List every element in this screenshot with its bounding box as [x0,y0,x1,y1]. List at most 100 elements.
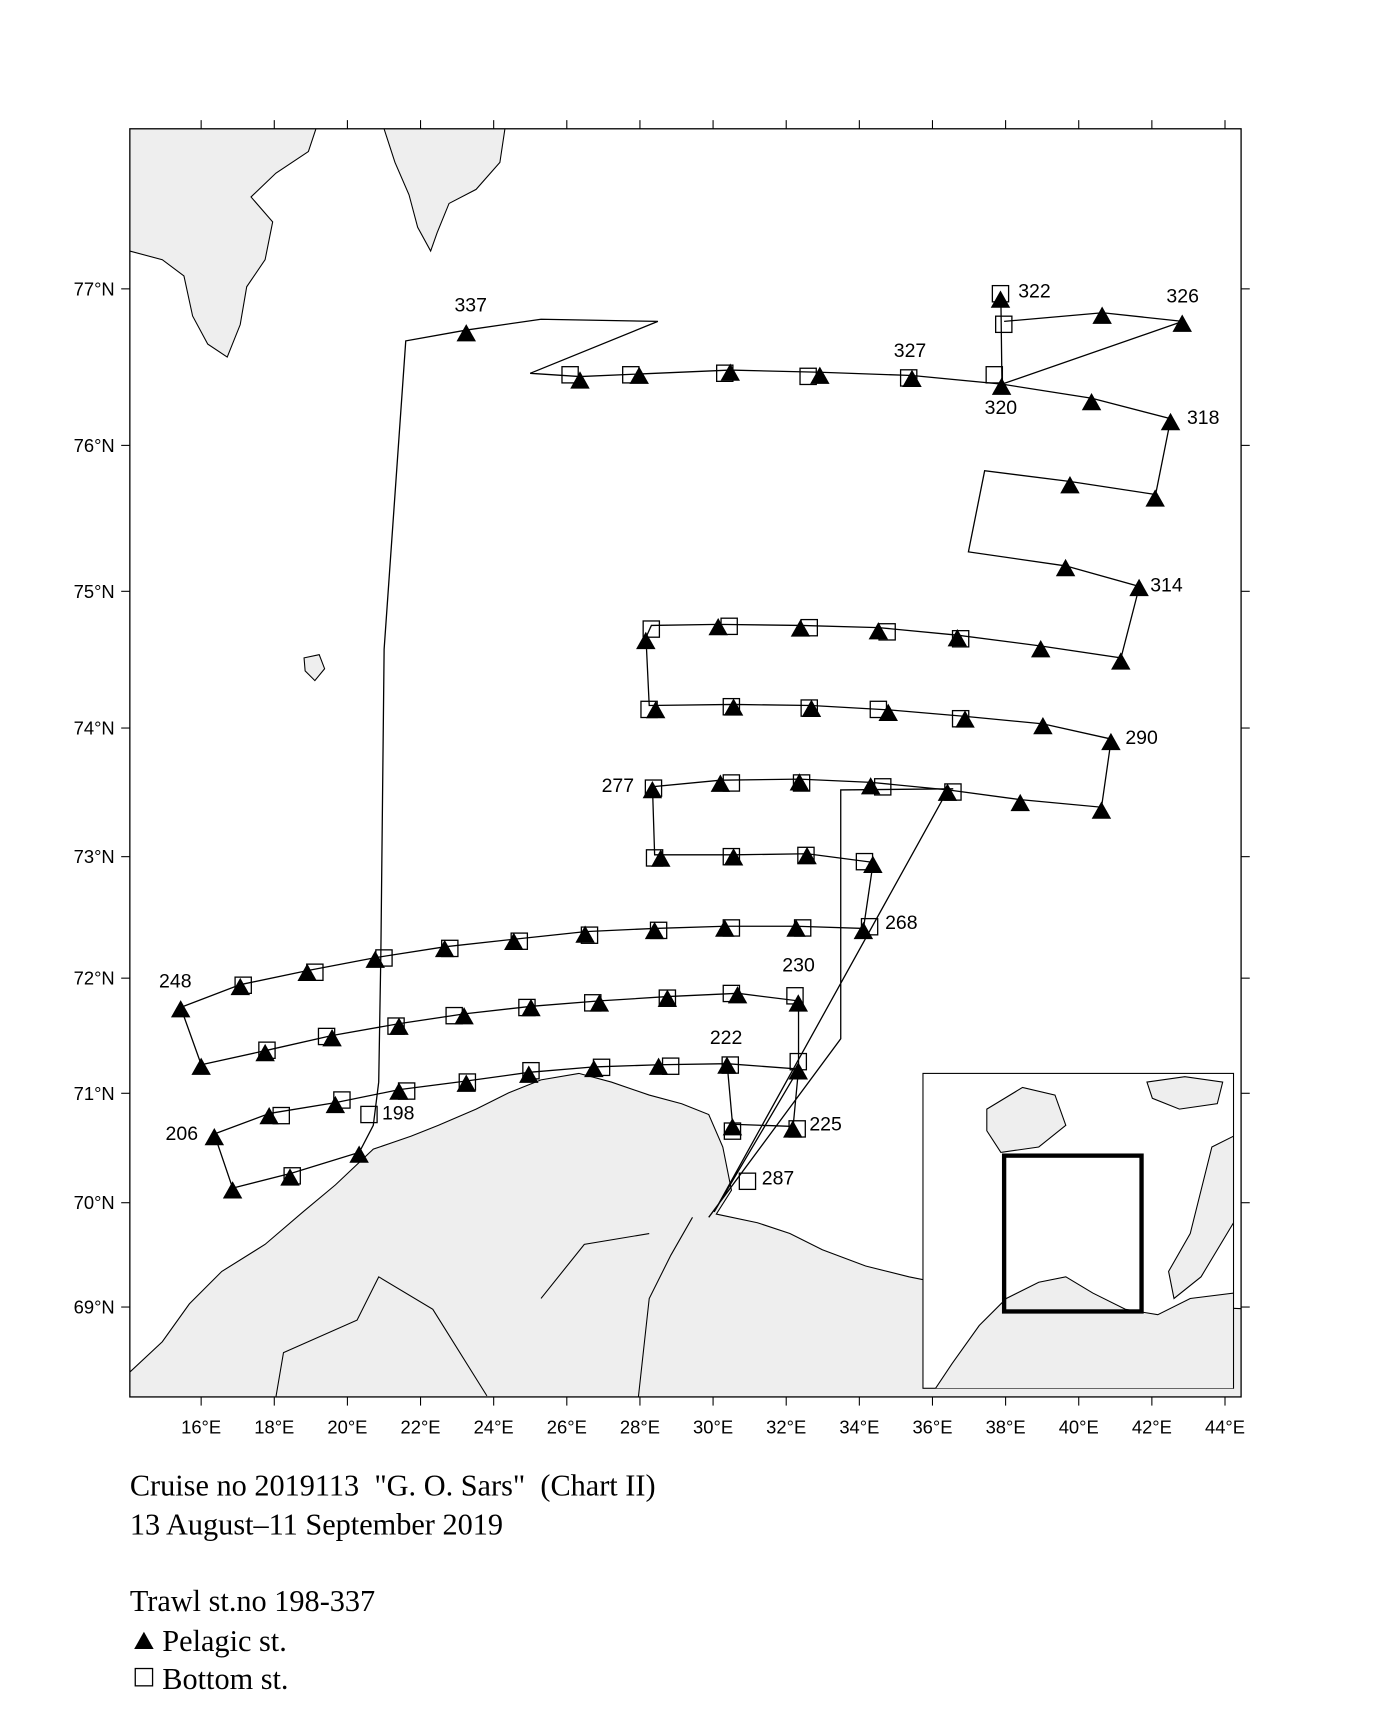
station-label: 287 [762,1168,794,1190]
x-tick-label: 18°E [254,1417,294,1438]
pelagic-station [629,366,649,384]
pelagic-station [1111,652,1131,670]
map-frame [129,128,1242,1398]
pelagic-station [853,921,874,940]
pelagic-station [259,1106,279,1125]
pelagic-station [365,950,385,968]
pelagic-station [325,1095,346,1114]
pelagic-station [801,699,822,717]
pelagic-station [648,1057,669,1075]
pelagic-station [722,1118,743,1136]
pelagic-station [1030,640,1051,658]
pelagic-station [589,994,610,1012]
station-label: 277 [602,775,634,797]
svalbard [129,128,317,358]
pelagic-station [947,629,968,647]
pelagic-station [504,932,524,950]
pelagic-station [1060,476,1080,494]
x-tick-label: 28°E [620,1417,660,1438]
y-tick-label: 74°N [74,718,115,739]
pelagic-station [222,1181,243,1199]
pelagic-station [863,855,883,873]
pelagic-station [715,919,735,937]
pelagic-station [1172,314,1192,332]
pelagic-station [708,617,728,636]
caption-dates: 13 August–11 September 2019 [130,1507,503,1541]
pelagic-station [710,774,731,792]
station-label: 314 [1150,575,1183,597]
pelagic-station [1091,801,1112,819]
legend-bottom-symbol [134,1667,154,1687]
station-label: 222 [710,1027,742,1049]
pelagic-station [389,1017,409,1035]
pelagic-station [280,1168,300,1186]
pelagic-station [1010,793,1030,812]
pelagic-station [170,1000,191,1018]
pelagic-station [790,619,811,637]
pelagic-station [788,1062,809,1080]
pelagic-station [717,1056,737,1074]
pelagic-station [937,783,958,801]
pelagic-station [255,1043,275,1062]
legend-pelagic-symbol [134,1631,154,1650]
station-label: 206 [166,1123,198,1145]
station-label: 337 [454,294,486,316]
pelagic-station [991,377,1012,395]
inset-map [922,1072,1235,1389]
x-tick-label: 36°E [912,1417,952,1438]
caption-title: Cruise no 2019113 "G. O. Sars" (Chart II… [130,1468,656,1502]
bottom-station [360,1105,378,1124]
station-label: 326 [1166,286,1198,308]
bottom-station [792,774,811,792]
pelagic-station [349,1145,369,1163]
pelagic-station [868,622,889,640]
bottom-station [995,315,1013,334]
x-tick-label: 30°E [693,1417,733,1438]
pelagic-station [878,703,898,721]
pelagic-station [322,1029,342,1047]
x-tick-label: 32°E [766,1417,806,1438]
pelagic-station [1092,306,1112,324]
pelagic-station [570,371,590,389]
station-label: 225 [809,1113,842,1135]
pelagic-station [456,1074,476,1092]
pelagic-station [434,939,455,958]
pelagic-station [990,290,1011,308]
pelagic-station [651,849,671,867]
pelagic-station [727,986,748,1004]
pelagic-station [786,919,806,937]
pelagic-station [1129,578,1149,597]
y-tick-label: 71°N [74,1083,115,1104]
station-label: 290 [1125,727,1158,749]
pelagic-station [1101,732,1121,751]
pelagic-station [723,698,744,716]
pelagic-station [1160,412,1181,431]
pelagic-station [1145,489,1165,507]
y-tick-label: 70°N [74,1192,115,1213]
x-tick-label: 22°E [401,1417,441,1438]
y-tick-label: 69°N [74,1297,115,1318]
pelagic-station [797,846,817,865]
pelagic-station [902,369,922,388]
border [275,1217,693,1397]
x-tick-label: 20°E [327,1417,367,1438]
x-tick-label: 40°E [1059,1417,1099,1438]
pelagic-station [783,1120,803,1138]
x-tick-label: 38°E [986,1417,1026,1438]
pelagic-station [521,998,541,1017]
y-tick-label: 76°N [74,435,115,456]
y-tick-label: 75°N [74,581,115,602]
bottom-station [985,366,1004,384]
x-tick-label: 26°E [547,1417,587,1438]
station-label: 198 [382,1103,414,1125]
pelagic-station [636,631,656,650]
pelagic-station [810,366,830,384]
inset-novaya-zemlya [1168,1135,1234,1300]
station-label: 322 [1018,280,1050,302]
y-tick-label: 73°N [74,846,115,867]
pelagic-station [575,925,595,943]
bottom-station [738,1172,757,1191]
y-tick-label: 72°N [74,968,115,989]
pelagic-station [788,994,809,1012]
